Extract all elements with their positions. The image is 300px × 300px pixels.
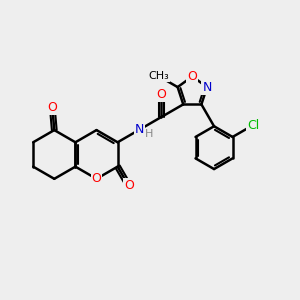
Text: H: H	[145, 129, 153, 139]
Text: Cl: Cl	[247, 118, 259, 132]
Text: CH₃: CH₃	[148, 71, 169, 81]
Text: O: O	[92, 172, 101, 185]
Text: O: O	[124, 179, 134, 192]
Text: O: O	[188, 70, 197, 83]
Text: O: O	[47, 101, 57, 114]
Text: N: N	[135, 123, 144, 136]
Text: N: N	[202, 81, 212, 94]
Text: O: O	[156, 88, 166, 101]
